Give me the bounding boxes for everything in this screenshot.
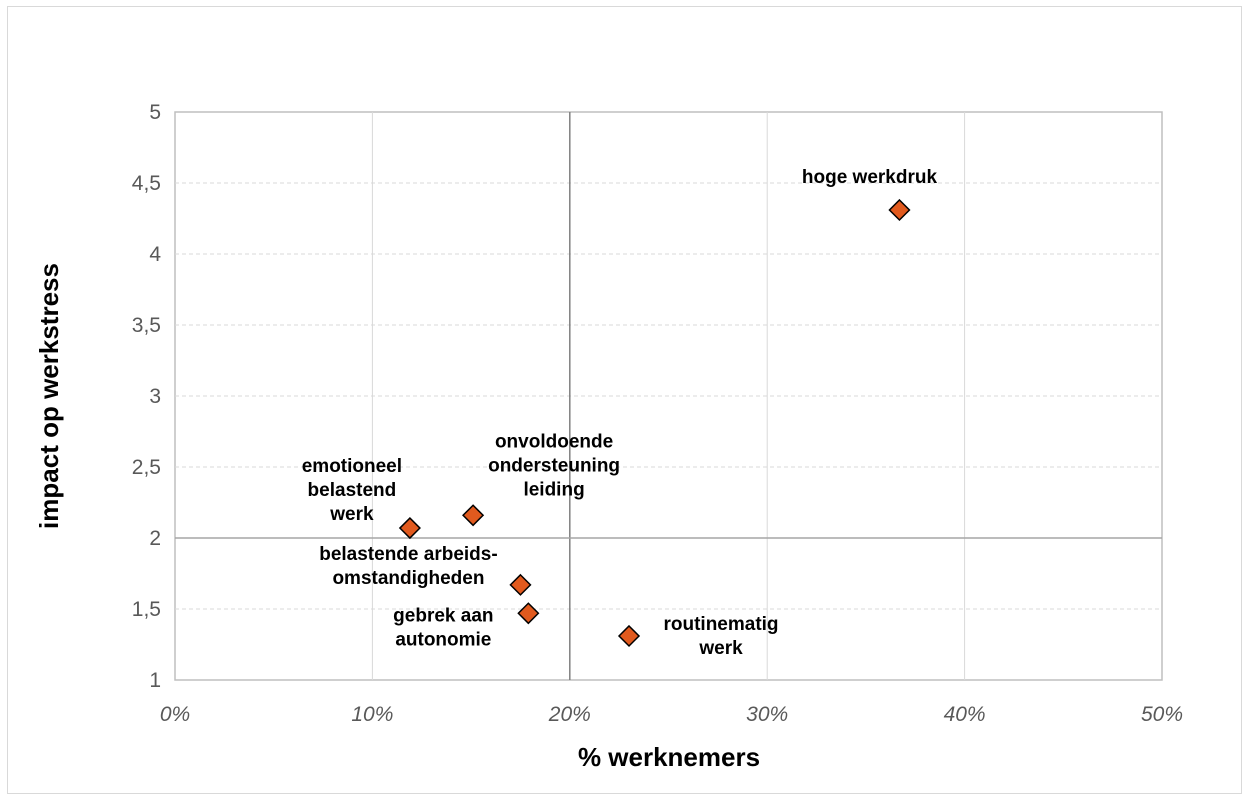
y-tick-label: 3: [149, 385, 161, 408]
x-tick-label: 10%: [351, 703, 393, 726]
y-tick-label: 2: [149, 527, 161, 550]
y-axis-title: impact op werkstress: [34, 263, 64, 529]
data-point-marker: [509, 573, 532, 596]
data-point-marker: [462, 504, 485, 527]
data-point-label: routinematig werk: [663, 614, 778, 659]
data-points: [398, 198, 911, 648]
y-tick-label: 1: [149, 669, 161, 692]
x-tick-label: 50%: [1141, 703, 1183, 726]
y-tick-label: 4: [149, 243, 161, 266]
reference-lines: [175, 112, 1162, 680]
data-point-label: belastende arbeids-omstandigheden: [319, 544, 497, 589]
x-tick-label: 30%: [746, 703, 788, 726]
data-point-marker: [888, 198, 911, 222]
data-point-marker: [517, 602, 540, 625]
x-tick-labels: 0% 10% 20% 30% 40% 50%: [160, 703, 1183, 726]
data-point-marker: [398, 516, 421, 540]
y-tick-label: 5: [149, 101, 161, 124]
y-tick-label: 3,5: [132, 314, 161, 337]
point-labels: hoge werkdruk onvoldoende ondersteuning lei…: [302, 167, 938, 659]
y-tick-label: 2,5: [132, 456, 161, 479]
data-point-label: emotioneel belastend werk: [302, 456, 402, 525]
data-point-label: onvoldoende ondersteuning leiding: [488, 431, 620, 500]
x-tick-label: 40%: [944, 703, 986, 726]
y-tick-label: 1,5: [132, 598, 161, 621]
x-tick-label: 20%: [548, 703, 591, 726]
data-point-label: hoge werkdruk: [802, 167, 938, 188]
y-tick-labels: 1 1,5 2 2,5 3 3,5 4 4,5 5: [132, 101, 162, 692]
x-axis-title: % werknemers: [578, 742, 760, 772]
y-tick-label: 4,5: [132, 172, 161, 195]
data-point-marker: [617, 624, 641, 648]
x-tick-label: 0%: [160, 703, 190, 726]
data-point-label: gebrek aan autonomie: [393, 605, 493, 650]
